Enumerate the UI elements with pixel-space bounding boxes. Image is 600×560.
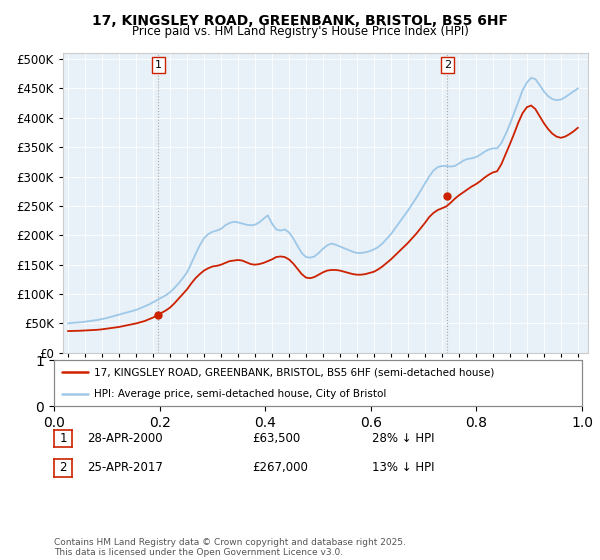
Text: £63,500: £63,500 — [252, 432, 300, 445]
Text: 1: 1 — [59, 432, 67, 445]
Text: 28% ↓ HPI: 28% ↓ HPI — [372, 432, 434, 445]
Text: 17, KINGSLEY ROAD, GREENBANK, BRISTOL, BS5 6HF: 17, KINGSLEY ROAD, GREENBANK, BRISTOL, B… — [92, 14, 508, 28]
Text: 2: 2 — [59, 461, 67, 474]
Text: 17, KINGSLEY ROAD, GREENBANK, BRISTOL, BS5 6HF (semi-detached house): 17, KINGSLEY ROAD, GREENBANK, BRISTOL, B… — [94, 367, 494, 377]
Text: £267,000: £267,000 — [252, 461, 308, 474]
Text: 13% ↓ HPI: 13% ↓ HPI — [372, 461, 434, 474]
Text: HPI: Average price, semi-detached house, City of Bristol: HPI: Average price, semi-detached house,… — [94, 389, 386, 399]
Text: Contains HM Land Registry data © Crown copyright and database right 2025.
This d: Contains HM Land Registry data © Crown c… — [54, 538, 406, 557]
Text: 2: 2 — [444, 60, 451, 70]
Text: 25-APR-2017: 25-APR-2017 — [87, 461, 163, 474]
Text: 28-APR-2000: 28-APR-2000 — [87, 432, 163, 445]
Text: Price paid vs. HM Land Registry's House Price Index (HPI): Price paid vs. HM Land Registry's House … — [131, 25, 469, 38]
Text: 1: 1 — [155, 60, 162, 70]
